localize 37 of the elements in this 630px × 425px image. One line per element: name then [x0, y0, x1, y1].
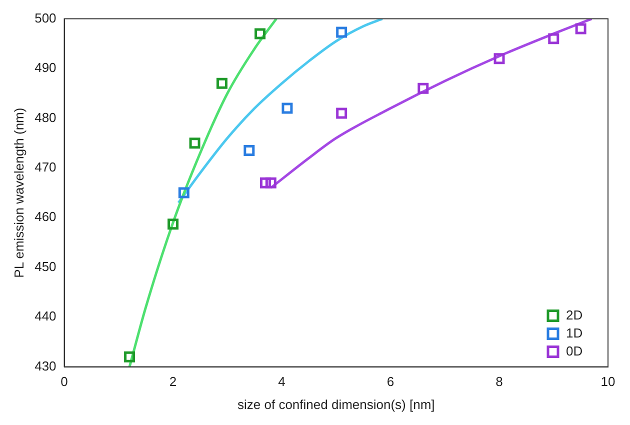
- point: [244, 145, 255, 156]
- y-tick-label: 460: [34, 209, 56, 224]
- legend-label: 1D: [566, 325, 583, 340]
- y-tick-label: 430: [34, 358, 56, 374]
- y-tick-label: 500: [34, 10, 56, 26]
- point: [260, 177, 271, 188]
- point: [168, 218, 179, 230]
- x-axis-title: size of confined dimension(s) [nm]: [238, 396, 435, 412]
- y-tick-label: 440: [34, 308, 56, 324]
- point: [336, 108, 348, 119]
- y-tick-label: 490: [34, 60, 56, 76]
- x-tick-label: 10: [600, 374, 616, 390]
- point: [216, 78, 228, 89]
- x-tick-label: 0: [60, 374, 68, 390]
- point: [548, 33, 560, 44]
- point: [336, 26, 348, 38]
- y-tick-label: 470: [34, 160, 56, 175]
- point: [124, 351, 136, 362]
- point: [575, 23, 586, 34]
- y-tick-label: 480: [34, 110, 56, 125]
- point: [178, 187, 190, 198]
- x-tick-label: 2: [169, 374, 177, 390]
- point: [494, 53, 505, 64]
- x-tick-label: 6: [386, 374, 394, 390]
- y-axis-title: PL emission wavelength (nm): [11, 108, 26, 278]
- point: [189, 138, 200, 149]
- x-tick-label: 4: [278, 374, 286, 390]
- line-series: [128, 18, 278, 367]
- point: [254, 28, 266, 40]
- line-series: [177, 18, 384, 204]
- point: [265, 177, 276, 188]
- point: [282, 102, 293, 114]
- legend-label: 0D: [566, 343, 583, 358]
- x-tick-label: 8: [496, 374, 503, 390]
- point: [418, 82, 429, 94]
- legend-label: 2D: [566, 307, 583, 322]
- y-tick-label: 450: [34, 258, 56, 274]
